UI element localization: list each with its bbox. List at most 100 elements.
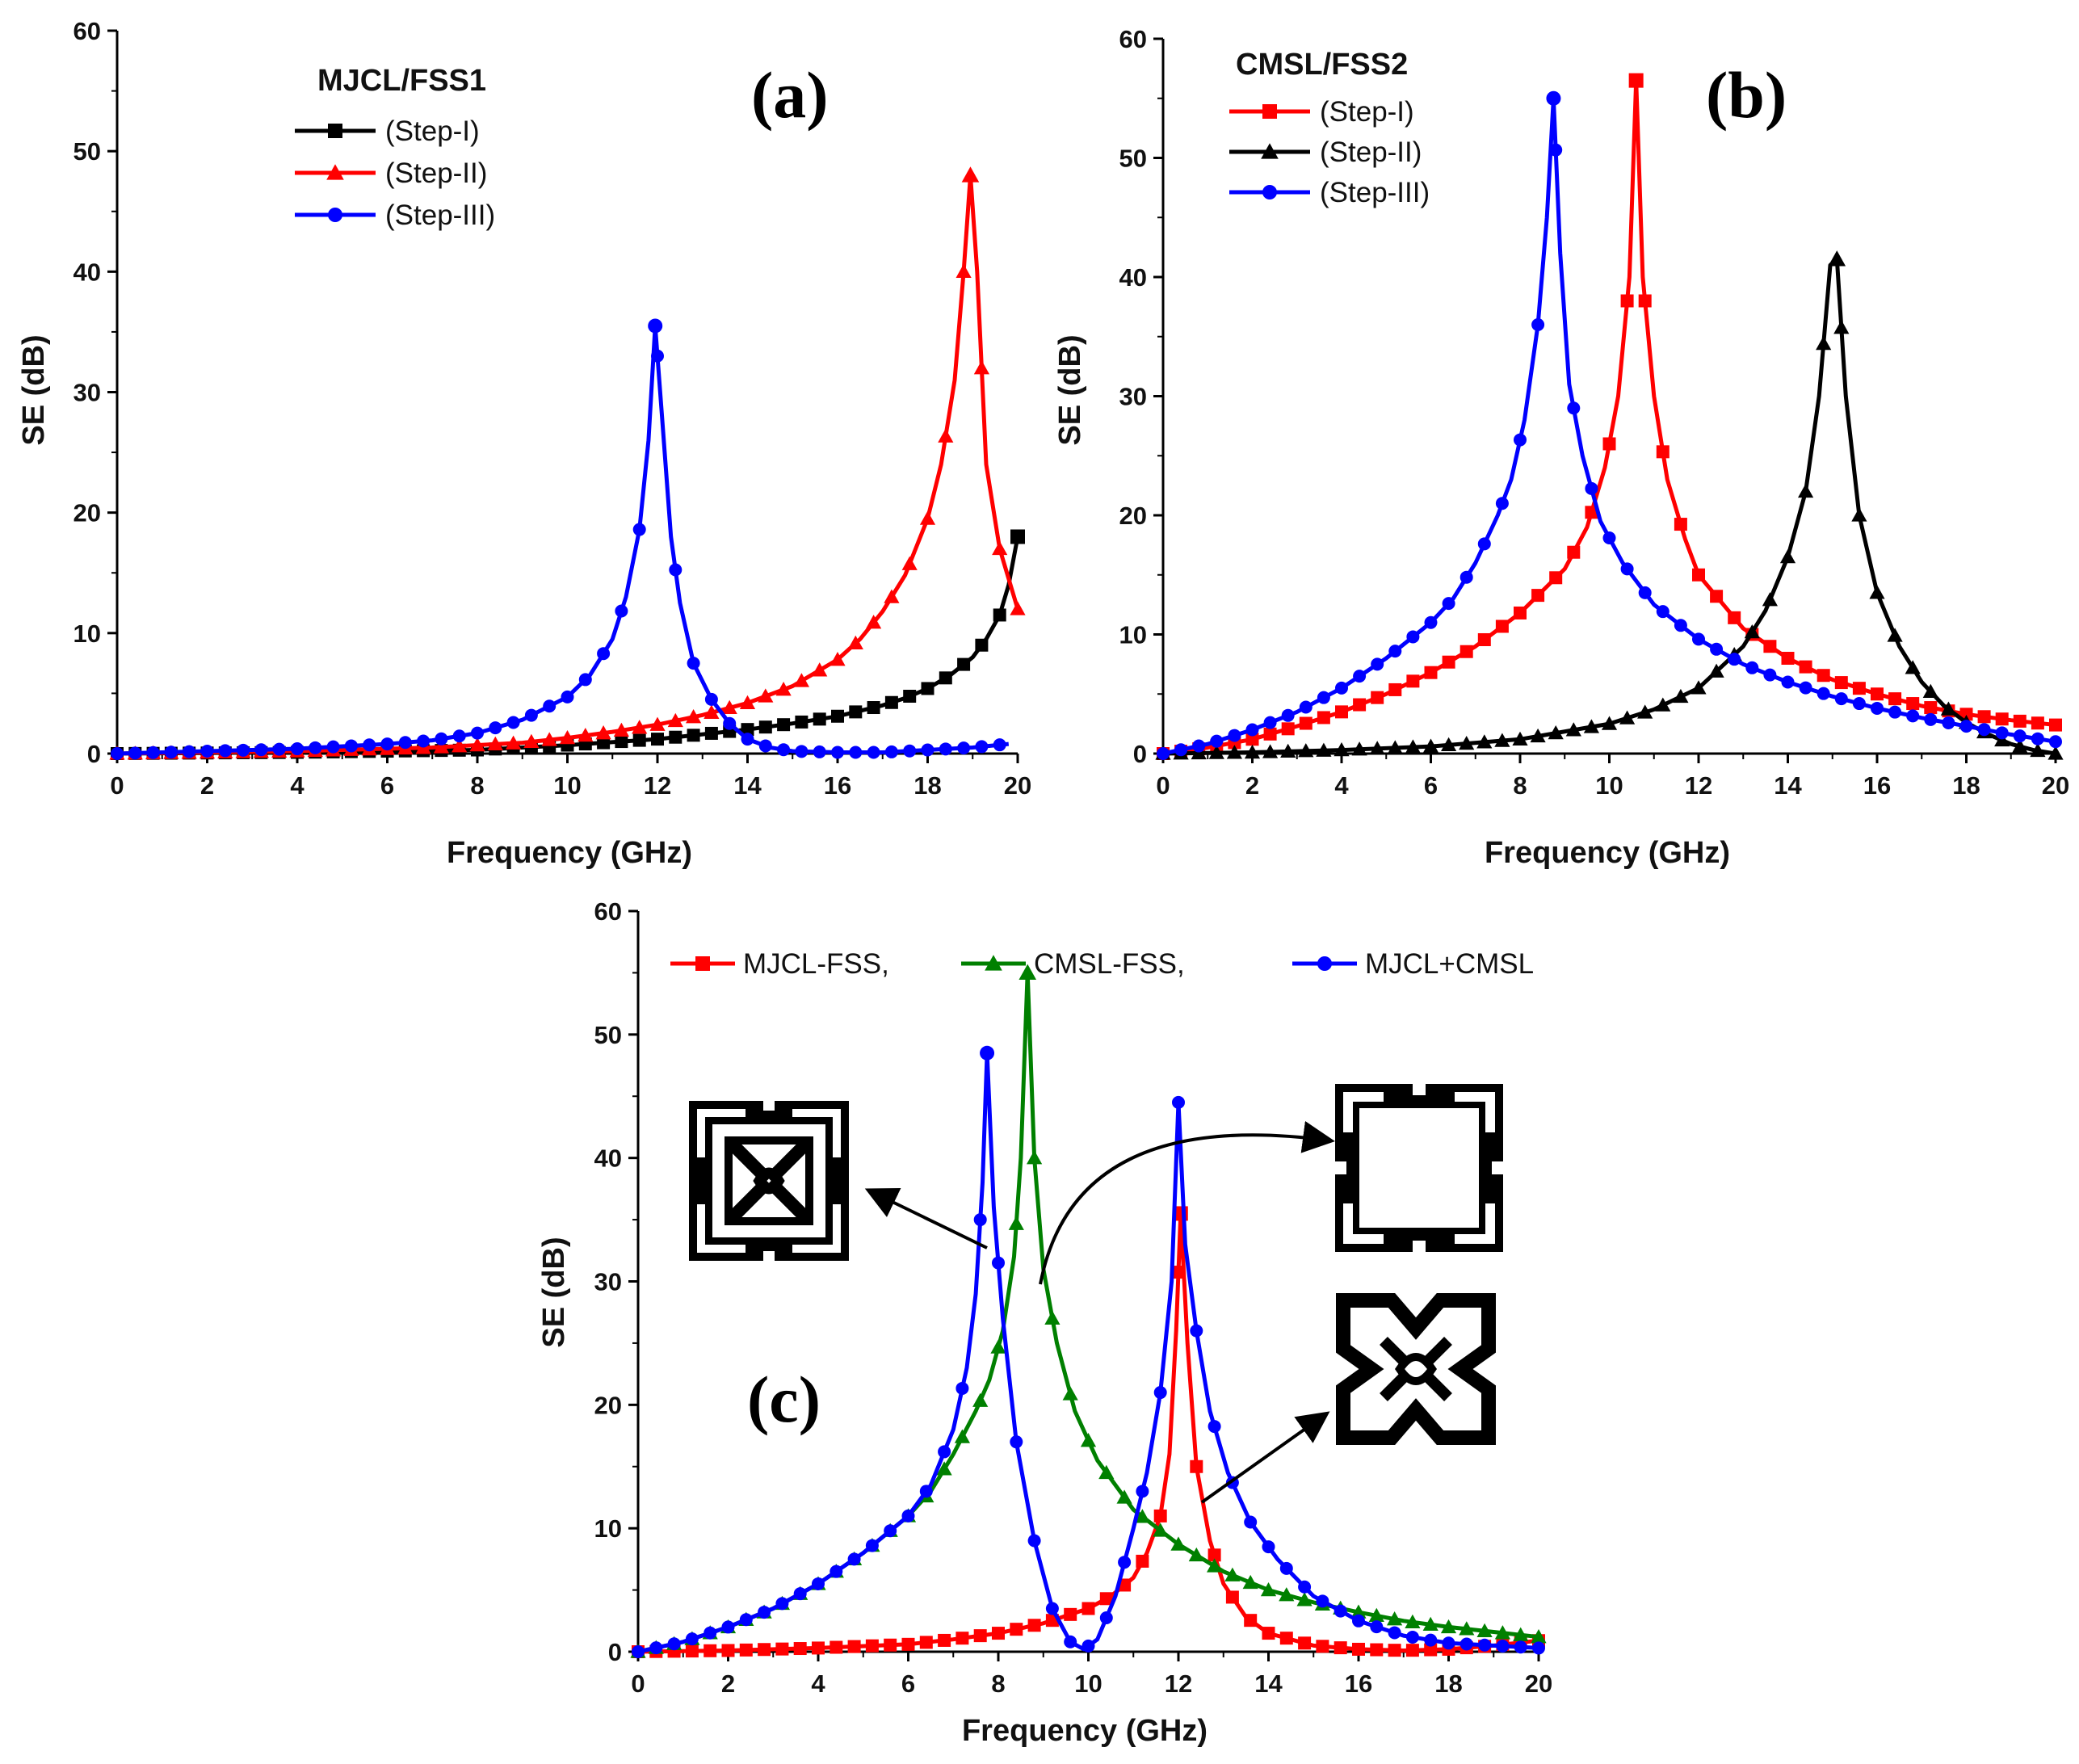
panel-a-data-point — [901, 556, 918, 570]
panel-a-axes: 0 2 4 6 8 10 12 14 16 18 20 0 10 20 30 40 50 60 — [74, 17, 1032, 800]
panel-a-data-point — [667, 712, 683, 728]
panel-c-data-point — [1316, 1594, 1329, 1608]
panel-c-data-point — [775, 1597, 789, 1611]
panel-b-y-tick-label: 0 — [1133, 740, 1147, 768]
panel-a-data-point — [919, 510, 936, 525]
panel-a-data-point — [595, 725, 611, 740]
panel-a-data-point — [867, 746, 880, 759]
panel-b-data-point — [1940, 701, 1956, 716]
panel-a-data-point — [957, 741, 971, 755]
panel-a-data-point — [344, 739, 358, 753]
panel-b-x-tick-label: 12 — [1685, 771, 1712, 800]
panel-c-x-tick-label: 20 — [1525, 1670, 1552, 1698]
panel-b-data-point — [1779, 549, 1796, 564]
panel-a-legend-label: (Step-III) — [385, 200, 495, 231]
panel-a-data-point — [272, 742, 286, 756]
panel-a-data-point — [651, 349, 664, 363]
panel-a-data-point — [741, 733, 754, 746]
panel-b-data-point — [1208, 745, 1224, 759]
panel-a-y-tick-label: 60 — [74, 17, 101, 45]
panel-a-data-point — [487, 736, 503, 751]
panel-b-data-point — [1567, 545, 1581, 559]
panel-c-data-point — [1134, 1509, 1150, 1523]
panel-c-data-point — [901, 1637, 915, 1651]
panel-b-data-point — [1656, 605, 1670, 619]
panel-b-data-point — [1816, 669, 1830, 682]
panel-a-data-point — [291, 742, 304, 756]
panel-c-y-tick-label: 50 — [594, 1021, 622, 1049]
panel-a-data-point — [993, 608, 1006, 622]
panel-b-data-point — [1281, 722, 1295, 736]
panel-a-data-point — [777, 743, 791, 757]
panel-c-data-point — [721, 1620, 735, 1634]
panel-b-data-point — [2048, 746, 2064, 760]
panel-b-data-point — [1548, 725, 1564, 740]
panel-c-data-point — [1010, 1435, 1023, 1449]
panel-c-data-point — [812, 1641, 825, 1655]
panel-a-data-point — [164, 746, 178, 759]
panel-a-data-point — [237, 743, 250, 757]
panel-a-data-point — [812, 662, 828, 677]
panel-a-data-point — [758, 720, 772, 734]
panel-a-data-point — [615, 735, 628, 749]
panel-c-data-point — [1388, 1644, 1401, 1657]
panel-c-data-point — [938, 1633, 951, 1647]
panel-c-data-point — [1279, 1561, 1293, 1575]
panel-b-data-point — [1690, 680, 1707, 695]
panel-b-data-point — [1816, 336, 1832, 351]
panel-a-series — [109, 166, 1026, 760]
panel-b-data-point — [1442, 597, 1455, 611]
panel-a-data-point — [721, 699, 737, 714]
panel-c-data-point — [919, 1485, 933, 1498]
panel-b-data-point — [2013, 729, 2026, 743]
panel-c-data-point — [972, 1392, 989, 1407]
panel-b-data-point — [1371, 657, 1384, 671]
panel-c-data-point — [1244, 1614, 1258, 1628]
panel-a-data-point — [741, 723, 754, 737]
panel-a-data-point — [615, 604, 628, 618]
panel-b-y-tick-label: 60 — [1119, 25, 1147, 53]
panel-c-data-point — [1153, 1522, 1169, 1537]
panel-c-data-point — [667, 1637, 681, 1651]
panel-c-data-point — [1008, 1216, 1024, 1230]
panel-b-data-point — [1174, 743, 1188, 757]
panel-c-data-point — [1099, 1592, 1113, 1606]
panel-c-x-axis-title: Frequency (GHz) — [962, 1714, 1208, 1748]
panel-c-data-point — [1064, 1607, 1077, 1621]
panel-c-peak-point — [1018, 964, 1037, 981]
panel-b-data-point — [1692, 568, 1705, 582]
panel-a-data-point — [398, 736, 412, 750]
panel-b-data-point — [1192, 739, 1206, 753]
panel-b-data-point — [1602, 437, 1616, 451]
panel-c-data-point — [1440, 1619, 1457, 1634]
panel-b-data-point — [1549, 143, 1563, 157]
panel-b-data-point — [1298, 743, 1314, 758]
panel-a-data-point — [686, 709, 702, 724]
panel-b-data-point — [1834, 676, 1848, 690]
panel-b-data-point — [1994, 732, 2010, 747]
panel-c-data-point — [1027, 1619, 1041, 1632]
panel-b-data-point — [1674, 518, 1687, 531]
panel-c-data-point — [1370, 1620, 1384, 1634]
panel-b-data-point — [1905, 660, 1921, 674]
panel-b-data-point — [1228, 729, 1241, 742]
panel-a-data-point — [632, 523, 646, 536]
panel-c-legend: MJCL-FSS, CMSL-FSS, MJCL+CMSL — [670, 948, 1534, 980]
panel-b-data-point — [1959, 708, 1973, 721]
panel-c-data-point — [1476, 1623, 1493, 1638]
panel-b-data-point — [2031, 732, 2044, 746]
panel-c-data-point — [704, 1626, 717, 1640]
panel-c-data-point — [1188, 1547, 1204, 1562]
panel-c-x-tick-label: 10 — [1074, 1670, 1102, 1698]
panel-b-data-point — [1851, 507, 1867, 522]
panel-c-data-point — [1153, 1386, 1167, 1400]
panel-c-data-point — [1098, 1464, 1115, 1480]
panel-b-data-point — [1353, 698, 1367, 712]
panel-c-data-point — [1405, 1644, 1419, 1657]
panel-c-data-point — [1208, 1420, 1221, 1434]
panel-a-series-markers-1 — [109, 166, 1026, 760]
panel-b-data-point — [1833, 320, 1850, 334]
panel-a-legend-marker — [326, 164, 344, 180]
panel-c-data-point — [1027, 1534, 1041, 1548]
panel-a-data-point — [847, 635, 863, 650]
